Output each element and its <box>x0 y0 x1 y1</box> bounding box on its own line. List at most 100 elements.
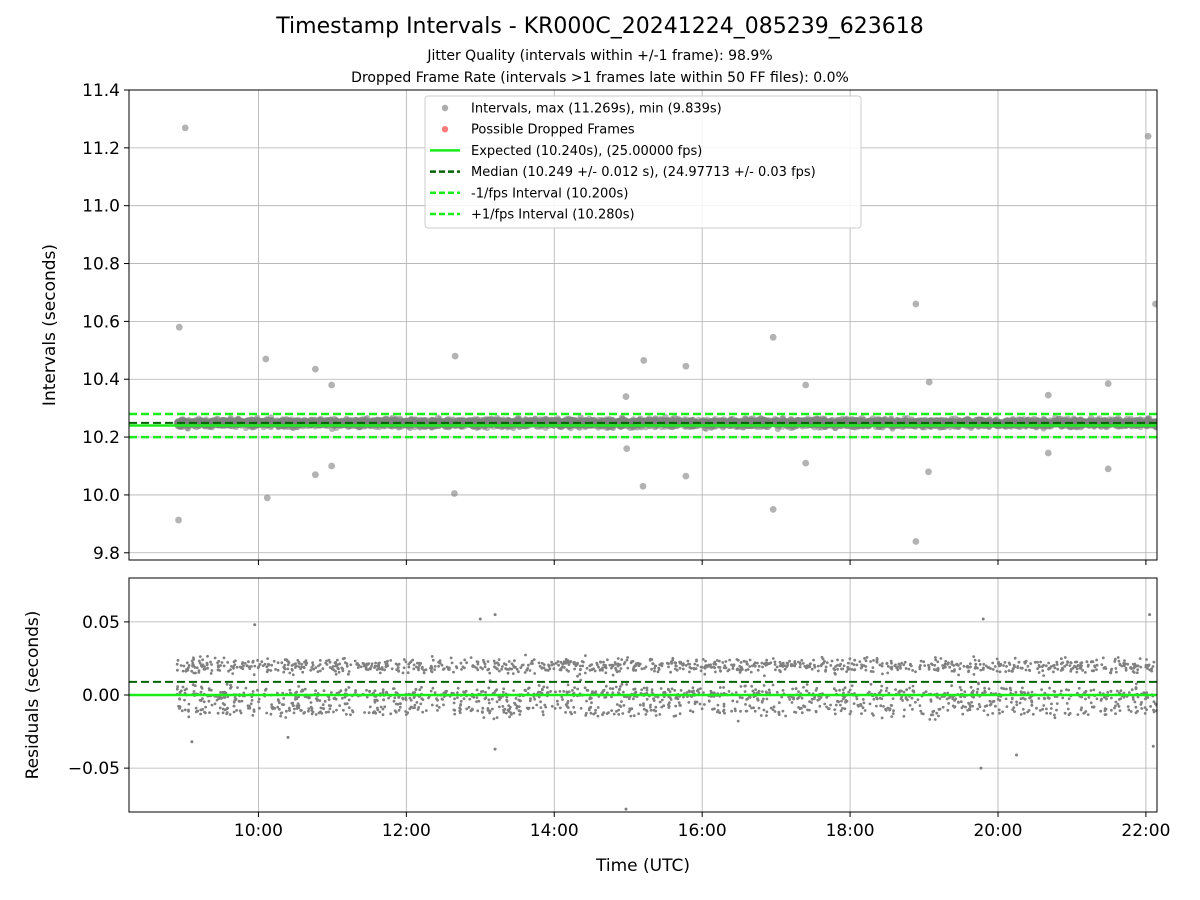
interval-outlier-point <box>175 516 182 524</box>
residual-point <box>180 709 184 713</box>
residual-point <box>193 684 197 688</box>
interval-point <box>784 418 791 426</box>
residual-point <box>206 654 209 658</box>
residual-point <box>316 670 320 674</box>
residual-point <box>542 685 546 689</box>
residual-point <box>1066 707 1070 711</box>
residual-point <box>483 665 487 669</box>
jitter-quality-subtitle: Jitter Quality (intervals within +/-1 fr… <box>427 48 773 64</box>
residual-point <box>1098 691 1102 694</box>
interval-point <box>567 418 574 426</box>
residual-point <box>1085 660 1089 664</box>
interval-point <box>1145 415 1153 422</box>
residual-point <box>1003 661 1007 664</box>
interval-point <box>306 417 314 424</box>
residual-point <box>1045 711 1049 715</box>
residual-point <box>1116 702 1120 706</box>
interval-outlier-point <box>640 357 648 364</box>
residual-point <box>1042 663 1045 667</box>
residual-point <box>231 672 235 675</box>
interval-outlier-point <box>802 459 810 467</box>
interval-point <box>562 416 570 423</box>
interval-point <box>773 417 781 424</box>
residual-point <box>970 700 973 704</box>
interval-outlier-point <box>639 482 647 490</box>
residual-point <box>501 690 505 694</box>
residual-point <box>630 707 634 711</box>
dropped-frame-subtitle: Dropped Frame Rate (intervals >1 frames … <box>351 70 849 86</box>
residual-point <box>1055 708 1058 712</box>
interval-point <box>1075 417 1082 424</box>
residual-point <box>187 715 191 719</box>
interval-outlier-point <box>311 471 319 479</box>
residual-point <box>861 706 865 710</box>
residual-point <box>257 697 261 701</box>
interval-point <box>976 416 984 423</box>
bottom-panel-data <box>129 613 1157 811</box>
residual-point <box>216 668 220 672</box>
residual-point <box>988 699 992 703</box>
residual-point <box>738 671 742 674</box>
chart-title: Timestamp Intervals - KR000C_20241224_08… <box>276 14 924 39</box>
interval-outlier-point <box>925 468 932 476</box>
top-panel-data <box>129 124 1157 545</box>
residual-point <box>977 659 981 663</box>
interval-outlier-point <box>451 352 459 360</box>
residual-point <box>596 706 600 709</box>
interval-outlier-point <box>622 393 630 400</box>
interval-point <box>209 417 217 424</box>
interval-point <box>175 418 182 426</box>
interval-outlier-point <box>328 462 336 470</box>
interval-point <box>903 418 911 425</box>
residual-point <box>848 657 852 661</box>
residual-point <box>1065 702 1069 705</box>
interval-outlier-point <box>802 381 810 389</box>
interval-outlier-point <box>682 362 690 370</box>
residual-point <box>583 671 587 675</box>
interval-point <box>711 418 718 426</box>
interval-point <box>757 415 765 422</box>
residual-point <box>533 697 537 701</box>
residual-point <box>598 660 602 664</box>
residual-point <box>976 687 980 691</box>
residual-point <box>950 684 953 688</box>
residual-point <box>1036 660 1039 664</box>
residual-point <box>347 670 351 673</box>
residual-point <box>704 659 707 663</box>
residual-point <box>283 663 287 667</box>
interval-outlier-point <box>1044 391 1052 399</box>
interval-outlier-point <box>181 124 189 132</box>
residual-point <box>412 667 416 671</box>
interval-point <box>250 417 257 424</box>
residual-point <box>187 664 191 667</box>
interval-outlier-point <box>912 300 920 308</box>
residual-point <box>1117 705 1121 708</box>
interval-point <box>700 417 707 424</box>
residual-point <box>914 670 917 674</box>
residual-point <box>1095 668 1098 671</box>
residual-point <box>869 660 872 663</box>
residual-point <box>518 713 522 716</box>
interval-outlier-point <box>1144 132 1152 140</box>
interval-outlier-point <box>328 381 336 389</box>
residual-point <box>550 660 553 664</box>
interval-outlier-point <box>1104 465 1112 473</box>
interval-outlier-point <box>263 494 271 502</box>
residual-point <box>880 662 884 665</box>
residual-point <box>762 697 765 701</box>
residual-point <box>175 687 179 691</box>
residual-point <box>514 697 518 700</box>
residual-point <box>270 663 274 667</box>
residual-point <box>669 670 672 674</box>
residual-point <box>452 670 455 674</box>
interval-point <box>779 415 786 422</box>
interval-outlier-point <box>925 378 933 386</box>
interval-point <box>345 417 352 424</box>
residual-point <box>689 709 692 713</box>
residual-point <box>885 661 889 665</box>
residual-point <box>1077 686 1081 690</box>
interval-outlier-point <box>912 538 920 545</box>
residual-point <box>994 704 997 708</box>
residual-point <box>855 697 859 701</box>
